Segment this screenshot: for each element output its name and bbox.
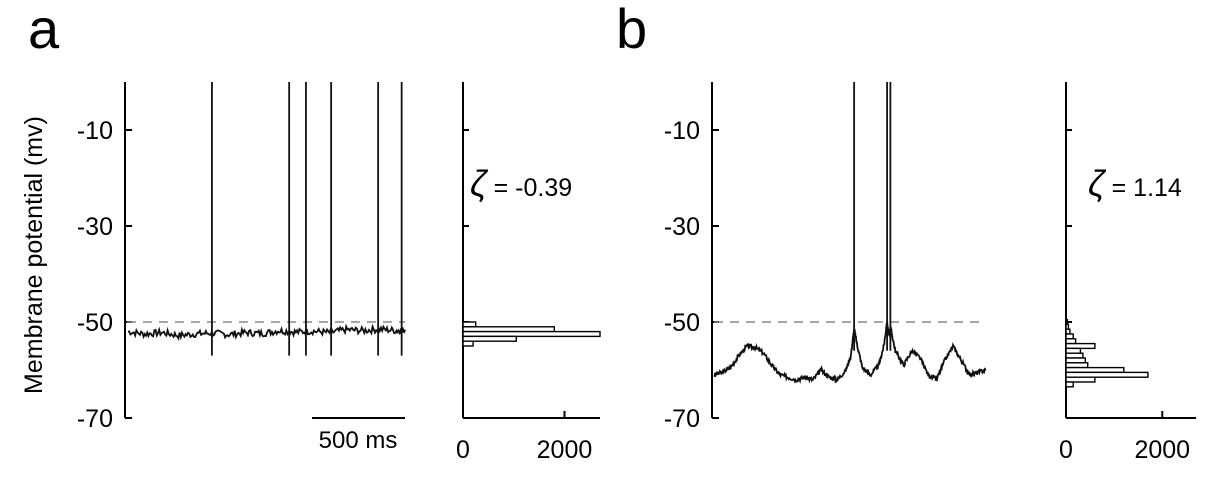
- hist-bar: [462, 330, 601, 338]
- y-tick-label: -10: [77, 117, 113, 145]
- y-tick-label: -30: [77, 213, 113, 241]
- hist-bar: [1065, 338, 1077, 345]
- hist-x-tick-label: 0: [1059, 436, 1073, 464]
- zeta-symbol-a: ζ: [470, 163, 489, 204]
- panel-a-trace: -10 -30 -50 -70: [77, 82, 406, 433]
- panel-label-a: a: [28, 0, 60, 60]
- y-tick-label: -50: [664, 309, 700, 337]
- hist-bar: [1065, 328, 1071, 335]
- zeta-annotation-b: ζ = 1.14: [1088, 163, 1182, 204]
- hist-bar: [1065, 381, 1074, 388]
- zeta-annotation-a: ζ = -0.39: [470, 163, 572, 204]
- hist-bar: [462, 340, 474, 347]
- hist-x-tick-label: 2000: [1134, 436, 1190, 464]
- membrane-trace: [127, 323, 406, 341]
- hist-bar: [1065, 362, 1089, 369]
- y-tick-label: -10: [664, 117, 700, 145]
- hist-bar: [1065, 342, 1096, 350]
- zeta-symbol-b: ζ: [1088, 163, 1107, 204]
- time-scale-bar-label: 500 ms: [319, 427, 398, 454]
- hist-bar: [1065, 366, 1125, 374]
- zeta-value-a: = -0.39: [487, 174, 572, 202]
- y-tick-label: -30: [664, 213, 700, 241]
- y-tick-label: -70: [664, 405, 700, 433]
- hist-bar: [462, 326, 556, 333]
- hist-bar: [1065, 357, 1086, 364]
- y-tick-label: -70: [77, 405, 113, 433]
- hist-bar: [1065, 347, 1082, 354]
- panel-a-histogram: 0 2000: [456, 82, 601, 464]
- hist-bar: [1065, 323, 1070, 330]
- hist-bar: [462, 321, 477, 328]
- hist-bar: [462, 335, 517, 342]
- hist-x-tick-label: 0: [456, 436, 470, 464]
- hist-bar: [1065, 352, 1084, 359]
- membrane-trace: [713, 321, 987, 385]
- y-tick-label: -50: [77, 309, 113, 337]
- hist-bar: [1065, 318, 1069, 326]
- hist-bar: [1065, 376, 1096, 383]
- hist-bar: [1065, 371, 1149, 378]
- y-axis-label: Membrane potential (mv): [20, 116, 48, 394]
- panel-label-b: b: [616, 0, 647, 60]
- hist-bar: [1065, 333, 1074, 340]
- panel-b-histogram: 0 2000: [1059, 82, 1196, 464]
- hist-x-tick-label: 2000: [537, 436, 593, 464]
- zeta-value-b: = 1.14: [1105, 174, 1182, 202]
- panel-b-trace: -10 -30 -50 -70: [664, 82, 987, 433]
